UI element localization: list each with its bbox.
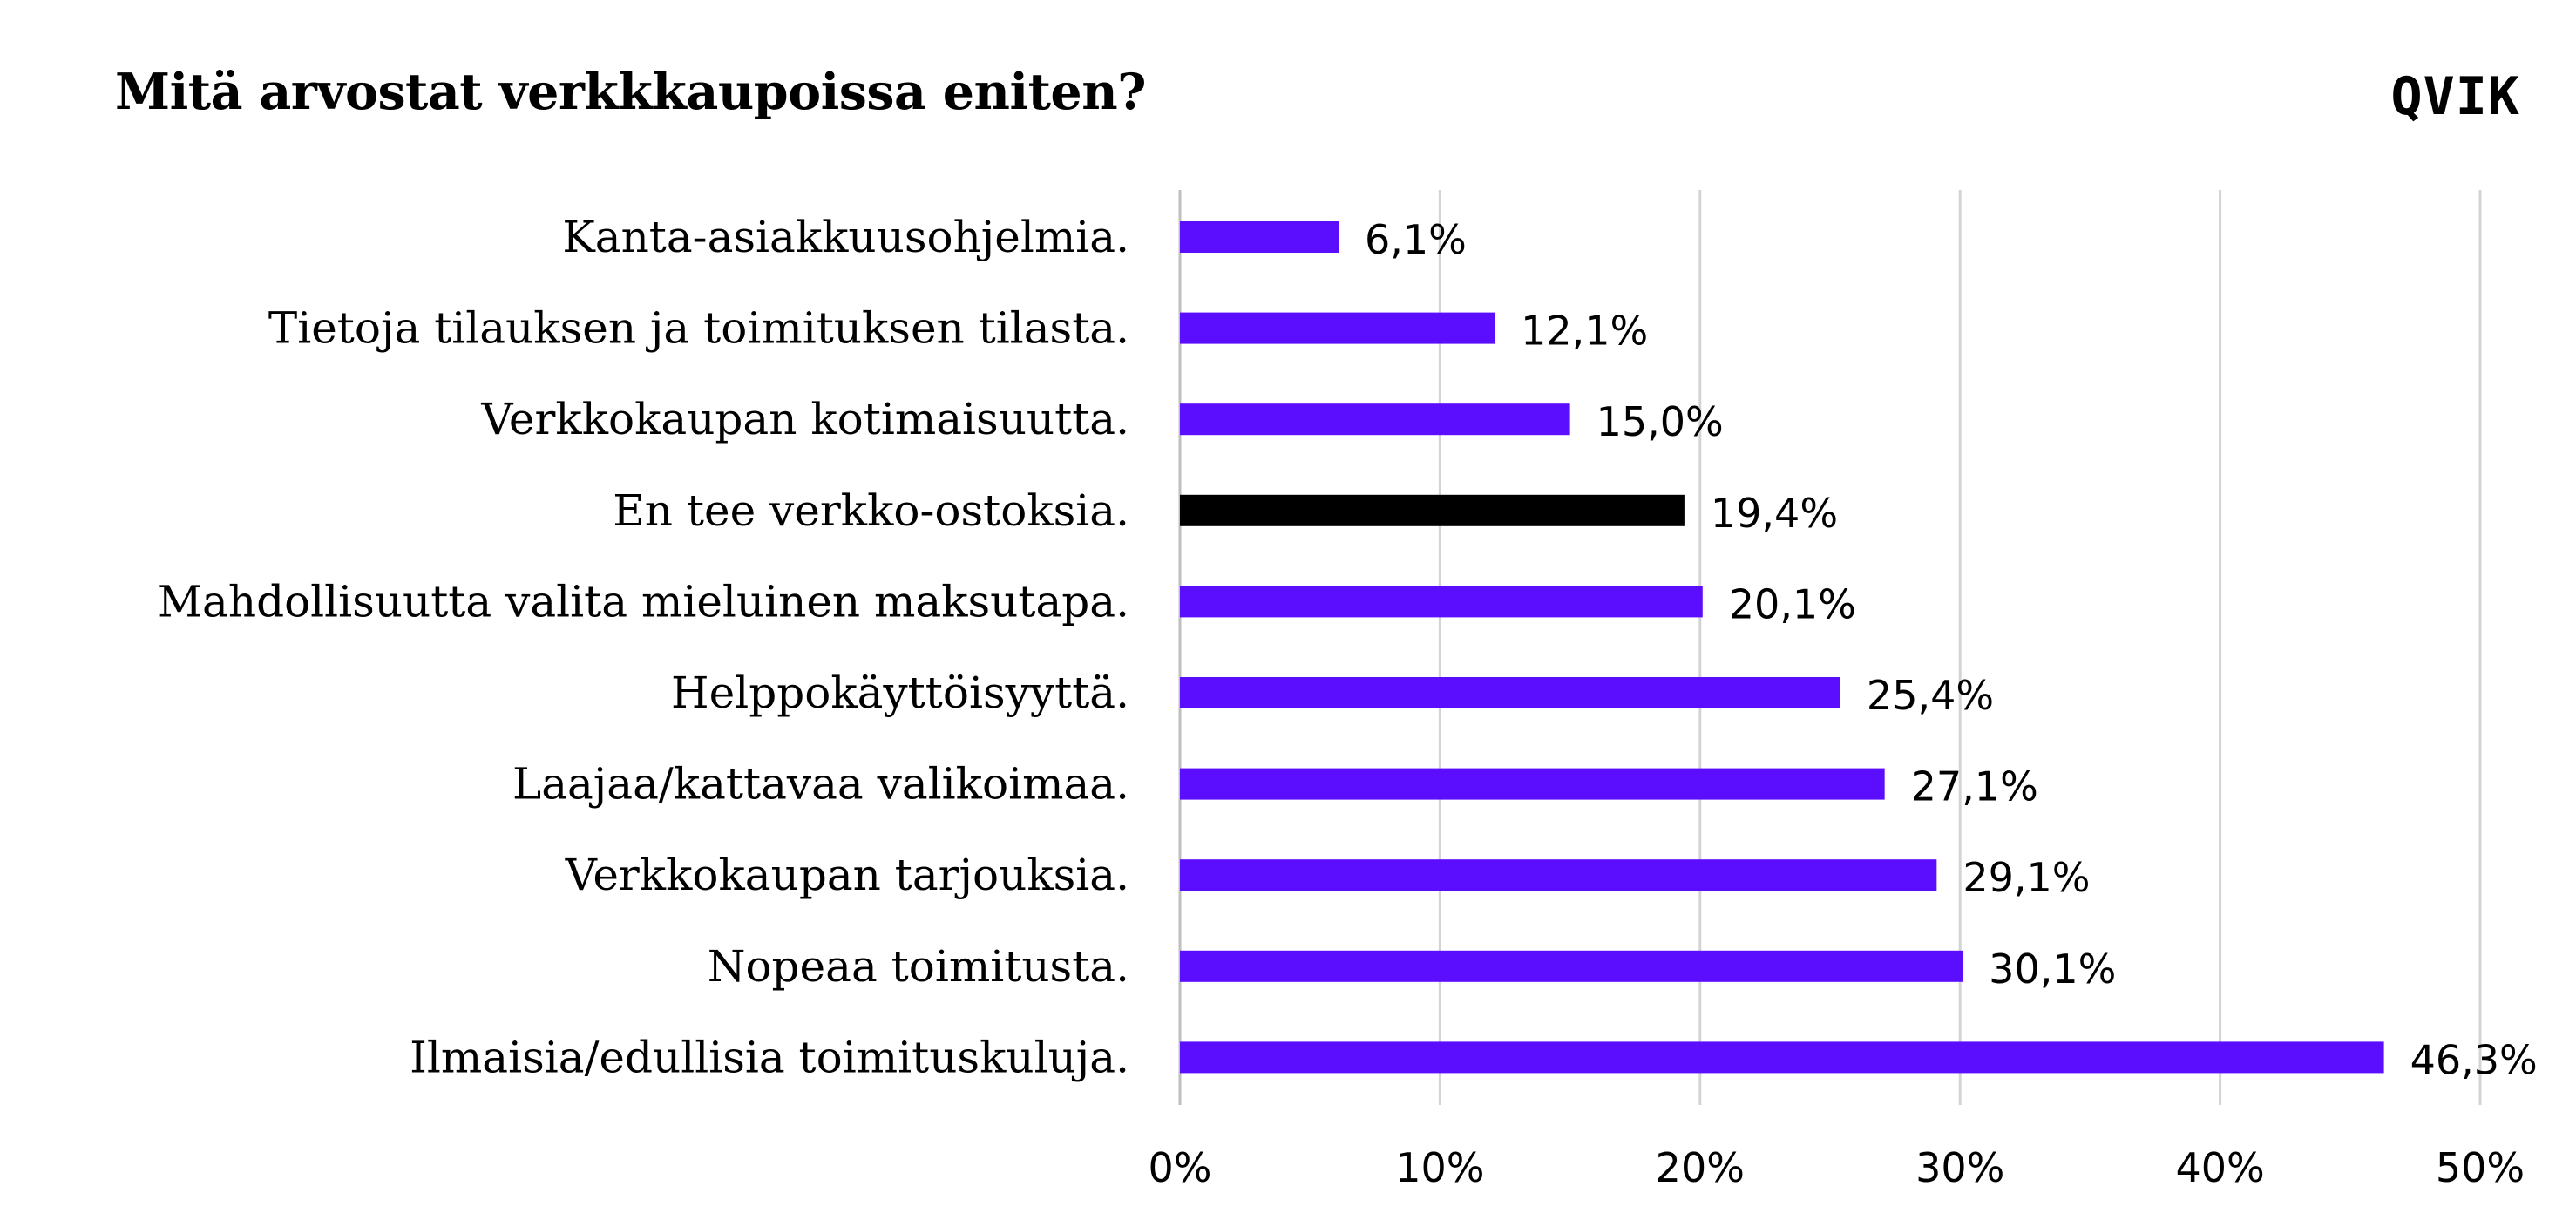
category-label: Kanta-asiakkuusohjelmia. — [562, 212, 1129, 262]
bar — [1180, 312, 1495, 344]
category-label: Ilmaisia/edullisia toimituskuluja. — [410, 1032, 1129, 1082]
x-tick-label: 20% — [1656, 1144, 1745, 1191]
data-label: 46,3% — [2410, 1036, 2538, 1083]
category-label: Laajaa/kattavaa valikoimaa. — [512, 759, 1129, 810]
x-tick-label: 30% — [1915, 1144, 2004, 1191]
bar — [1180, 677, 1840, 708]
bar — [1180, 586, 1703, 618]
bar — [1180, 768, 1885, 800]
data-label: 12,1% — [1521, 308, 1648, 355]
data-label: 30,1% — [1989, 946, 2116, 993]
bar — [1180, 221, 1339, 253]
chart-title: Mitä arvostat verkkkaupoissa eniten? — [115, 63, 1147, 121]
x-tick-label: 50% — [2436, 1144, 2525, 1191]
category-label: Verkkokaupan kotimaisuutta. — [480, 394, 1129, 444]
x-axis-ticks: 0% 10% 20% 30% 40% 50% — [1149, 1144, 2525, 1191]
category-label: Verkkokaupan tarjouksia. — [565, 850, 1129, 900]
data-label: 20,1% — [1729, 580, 1856, 627]
x-tick-label: 10% — [1395, 1144, 1484, 1191]
category-label: Helppokäyttöisyyttä. — [671, 668, 1129, 718]
bar — [1180, 494, 1685, 526]
value-labels: 6,1% 12,1% 15,0% 19,4% 20,1%25,4% 27,1% 29,1% 3… — [1365, 216, 2538, 1083]
x-tick-label: 40% — [2175, 1144, 2264, 1191]
category-label: En tee verkko-ostoksia. — [613, 485, 1129, 536]
bar — [1180, 950, 1963, 982]
data-label: 6,1% — [1365, 216, 1467, 263]
category-label: Nopeaa toimitusta. — [708, 941, 1129, 992]
brand-logo: QVIK — [2390, 66, 2520, 127]
data-label: 25,4% — [1867, 672, 1994, 719]
bars — [1180, 221, 2384, 1074]
category-labels: Kanta-asiakkuusohjelmia. Tietoja tilaukse… — [158, 212, 1129, 1082]
data-label: 27,1% — [1911, 763, 2038, 810]
category-label: Mahdollisuutta valita mieluinen maksutap… — [158, 576, 1129, 627]
bar — [1180, 1041, 2384, 1074]
category-label: Tietoja tilauksen ja toimituksen tilasta… — [268, 303, 1129, 354]
x-tick-label: 0% — [1149, 1144, 1212, 1191]
data-label: 29,1% — [1963, 854, 2090, 901]
data-label: 15,0% — [1596, 398, 1724, 445]
bar — [1180, 859, 1937, 891]
bar — [1180, 403, 1570, 436]
data-label: 19,4% — [1711, 490, 1838, 537]
